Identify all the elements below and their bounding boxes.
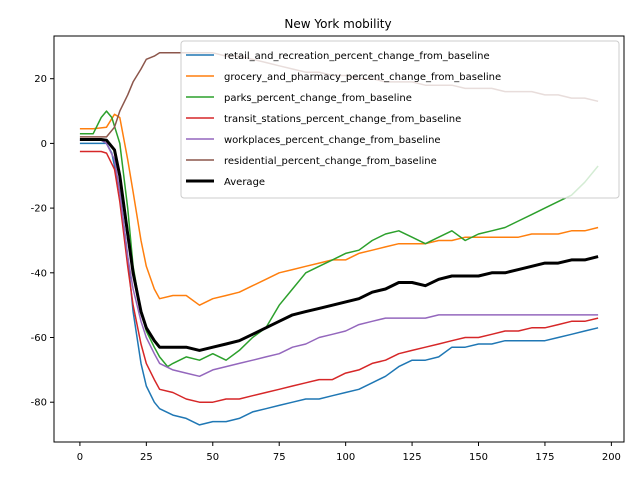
x-tick-label-3: 75 bbox=[273, 452, 286, 463]
y-tick-label-5: 20 bbox=[34, 74, 47, 85]
legend-label-1: grocery_and_pharmacy_percent_change_from… bbox=[224, 72, 501, 83]
legend-label-0: retail_and_recreation_percent_change_fro… bbox=[224, 51, 490, 62]
y-tick-label-4: 0 bbox=[41, 139, 47, 150]
series-line-3 bbox=[79, 150, 599, 403]
x-tick-label-1: 25 bbox=[140, 452, 153, 463]
chart-title: New York mobility bbox=[284, 17, 391, 31]
x-tick-label-2: 50 bbox=[206, 452, 219, 463]
y-tick-label-3: -20 bbox=[31, 204, 47, 215]
legend-label-5: residential_percent_change_from_baseline bbox=[224, 156, 437, 167]
series-line-0 bbox=[79, 142, 599, 426]
x-tick-label-0: 0 bbox=[77, 452, 83, 463]
x-tick-label-6: 150 bbox=[469, 452, 488, 463]
y-tick-label-2: -40 bbox=[31, 268, 47, 279]
legend: retail_and_recreation_percent_change_fro… bbox=[180, 40, 620, 199]
series-line-6 bbox=[79, 138, 599, 352]
y-tick-label-1: -60 bbox=[31, 333, 47, 344]
legend-label-2: parks_percent_change_from_baseline bbox=[224, 93, 412, 104]
y-tick-label-0: -80 bbox=[31, 398, 47, 409]
legend-label-3: transit_stations_percent_change_from_bas… bbox=[224, 114, 461, 125]
plot-frame bbox=[53, 35, 625, 443]
axes: 0 25 50 75 100 125 150 175 200 -80 -60 -40 -20 0 20 bbox=[31, 74, 621, 463]
x-tick-label-7: 175 bbox=[535, 452, 554, 463]
series-line-1 bbox=[79, 113, 599, 306]
series-line-4 bbox=[79, 139, 599, 378]
legend-label-6: Average bbox=[224, 177, 265, 188]
x-tick-label-4: 100 bbox=[336, 452, 355, 463]
legend-box bbox=[180, 40, 620, 199]
legend-label-4: workplaces_percent_change_from_baseline bbox=[224, 135, 441, 146]
x-tick-label-5: 125 bbox=[403, 452, 422, 463]
x-tick-label-8: 200 bbox=[602, 452, 621, 463]
